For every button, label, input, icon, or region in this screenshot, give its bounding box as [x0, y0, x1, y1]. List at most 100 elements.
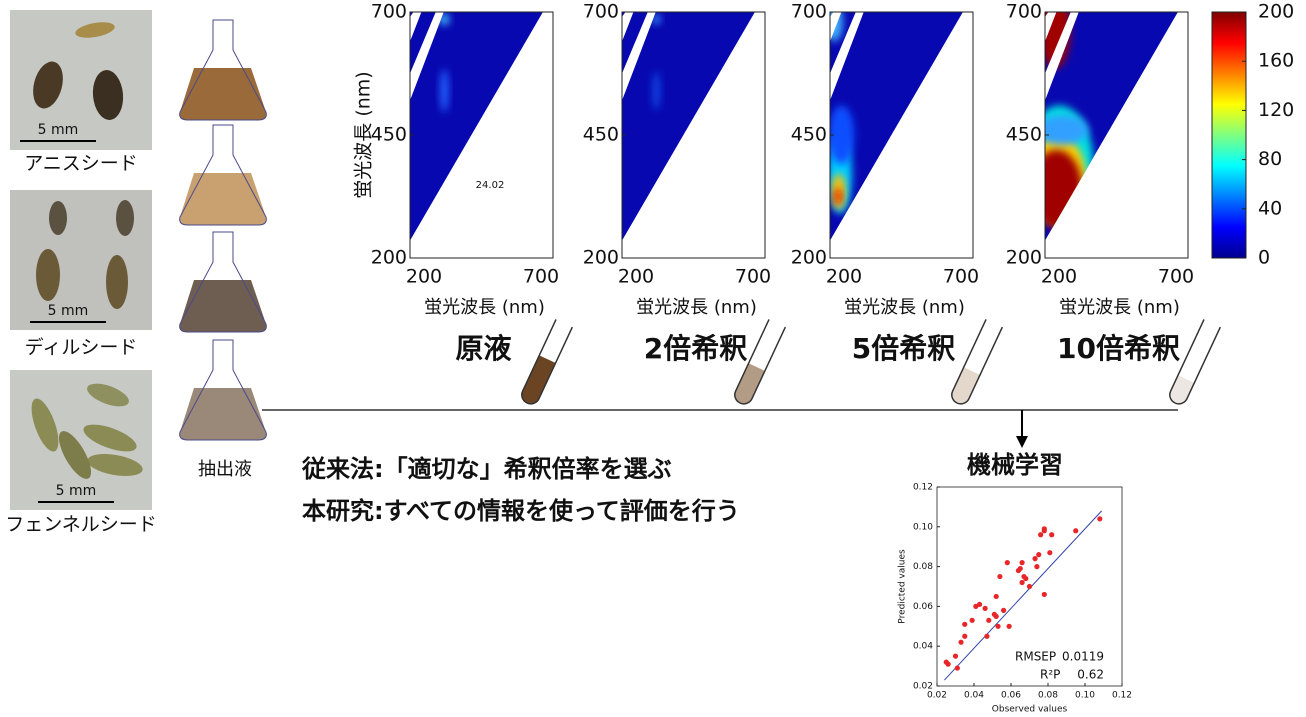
metric-value: 0.0119: [1062, 650, 1104, 664]
x-axis-label: 蛍光波長 (nm): [636, 297, 757, 318]
seed-label: アニスシード: [24, 153, 138, 175]
point: [1027, 584, 1032, 589]
panel-title: 5倍希釈: [852, 332, 955, 365]
y-tick-label: 200: [583, 247, 619, 269]
y-tick-label: 200: [1006, 247, 1042, 269]
flask-liquid: [180, 388, 267, 440]
seed-label: フェンネルシード: [5, 514, 157, 536]
y-tick-label: 0.06: [913, 602, 933, 612]
point: [1034, 564, 1039, 569]
colorbar-tick-label: 160: [1258, 50, 1294, 72]
x-tick-label: 700: [943, 266, 979, 288]
x-tick-label: 200: [1041, 266, 1077, 288]
y-tick-label: 0.04: [913, 642, 933, 652]
point: [962, 634, 967, 639]
panel-title: 原液: [455, 332, 511, 365]
figure: 5 mm 5 mm 5 mm アニスシード ディルシード フェンネルシード 抽出…: [0, 0, 1306, 717]
point: [983, 606, 988, 611]
point: [1049, 532, 1054, 537]
point: [953, 654, 958, 659]
scale-label: 5 mm: [38, 122, 79, 138]
y-tick-label: 700: [791, 1, 827, 23]
statement: 従来法:「適切な」希釈倍率を選ぶ: [301, 455, 672, 483]
heatmap-spot: [1036, 115, 1087, 145]
x-axis-label: Observed values: [992, 705, 1068, 715]
point: [1047, 550, 1052, 555]
y-tick-label: 450: [583, 124, 619, 146]
point: [994, 614, 999, 619]
point: [986, 618, 991, 623]
test-tube: [519, 319, 573, 406]
point: [995, 624, 1000, 629]
point: [997, 574, 1002, 579]
point: [1042, 592, 1047, 597]
scale-label: 5 mm: [48, 303, 89, 319]
point: [955, 665, 960, 670]
y-tick-label: 700: [1006, 1, 1042, 23]
point: [1032, 556, 1037, 561]
y-axis-label: 蛍光波長 (nm): [353, 71, 375, 198]
point: [970, 618, 975, 623]
test-tube: [949, 319, 1003, 406]
statement: 本研究:すべての情報を使って評価を行う: [302, 497, 740, 525]
heatmap-spot: [835, 189, 842, 205]
x-tick-label: 200: [618, 266, 654, 288]
colorbar-tick-label: 80: [1258, 148, 1282, 170]
y-tick-label: 700: [583, 1, 619, 23]
x-axis-label: 蛍光波長 (nm): [844, 297, 965, 318]
seed-label: ディルシード: [25, 337, 138, 359]
heatmap-panel: [1025, 0, 1178, 241]
y-axis-label: Predicted values: [898, 549, 908, 624]
x-tick-label: 700: [523, 266, 559, 288]
x-tick-label: 0.06: [1001, 691, 1021, 701]
x-axis-label: 蛍光波長 (nm): [424, 297, 545, 318]
x-tick-label: 200: [406, 266, 442, 288]
y-tick-label: 450: [371, 124, 407, 146]
heatmap-spot: [440, 69, 449, 112]
point: [958, 640, 963, 645]
point: [1020, 560, 1025, 565]
point: [1038, 532, 1043, 537]
x-tick-label: 0.02: [927, 691, 947, 701]
heatmap-panel: [622, 12, 755, 241]
metric-name: R²P: [1040, 668, 1060, 682]
colorbar-tick-label: 200: [1258, 1, 1294, 23]
colorbar-tick-label: 40: [1258, 197, 1282, 219]
point: [1007, 624, 1012, 629]
tube-liquid: [519, 355, 556, 406]
arrow-head: [1016, 436, 1028, 448]
x-tick-label: 0.12: [1112, 691, 1132, 701]
heatmap-panel: [410, 12, 543, 241]
colorbar-tick-label: 0: [1258, 247, 1270, 269]
x-tick-label: 0.10: [1075, 691, 1095, 701]
point: [1005, 560, 1010, 565]
heatmap-panel: [826, 2, 963, 241]
flask-liquid: [180, 280, 267, 332]
point: [1020, 580, 1025, 585]
y-tick-label: 0.08: [913, 562, 933, 572]
y-tick-label: 700: [371, 1, 407, 23]
panel-title: 10倍希釈: [1057, 332, 1180, 365]
colorbar: [1212, 12, 1246, 258]
metric-value: 0.62: [1077, 668, 1104, 682]
flask: [180, 232, 267, 332]
flask-liquid: [180, 173, 267, 225]
x-tick-label: 0.08: [1038, 691, 1058, 701]
flask: [180, 340, 267, 440]
y-tick-label: 450: [791, 124, 827, 146]
point: [1023, 576, 1028, 581]
metric-name: RMSEP: [1015, 650, 1056, 664]
y-tick-label: 0.12: [913, 483, 933, 493]
ml-label: 機械学習: [967, 451, 1063, 479]
y-tick-label: 200: [371, 247, 407, 269]
point: [984, 634, 989, 639]
x-axis-label: 蛍光波長 (nm): [1059, 297, 1180, 318]
y-tick-label: 200: [791, 247, 827, 269]
y-tick-label: 0.02: [913, 682, 933, 692]
flask: [180, 125, 267, 225]
point: [1042, 528, 1047, 533]
point: [1097, 516, 1102, 521]
scale-label: 5 mm: [56, 483, 97, 499]
colorbar-tick-label: 120: [1258, 99, 1294, 121]
y-tick-label: 450: [1006, 124, 1042, 146]
